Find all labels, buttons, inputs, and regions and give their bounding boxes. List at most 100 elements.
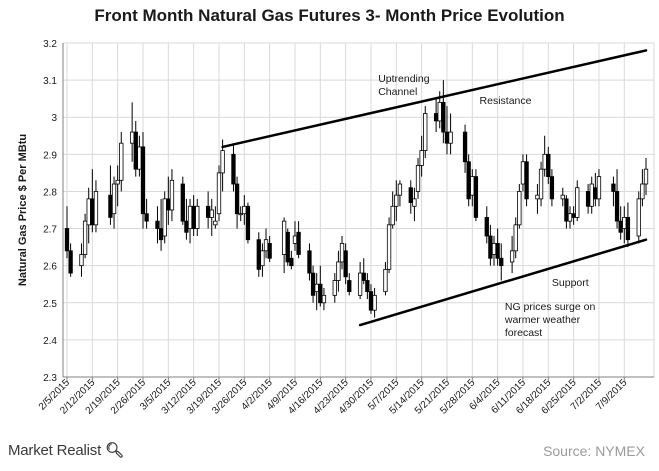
- candle: [549, 169, 555, 207]
- candle-body-up: [336, 261, 341, 281]
- candle-body-up: [115, 179, 120, 185]
- annotation-uptrending-channel: Uptrending Channel: [378, 73, 430, 98]
- y-tick-label: 2.4: [43, 336, 57, 347]
- candle: [155, 206, 160, 244]
- y-tick-label: 2.6: [43, 262, 57, 273]
- brand-name: Market Realist: [8, 442, 102, 459]
- candle: [111, 176, 117, 229]
- candle: [245, 202, 251, 244]
- magnifier-q-icon: 🔍︎: [105, 442, 124, 459]
- support-trendline: [358, 238, 648, 327]
- candle-body-up: [520, 161, 526, 185]
- candle-body-down: [499, 257, 504, 267]
- candle: [361, 258, 366, 285]
- candle-body-up: [470, 176, 475, 196]
- candle-body-up: [419, 150, 424, 166]
- candle: [216, 165, 222, 222]
- candle-body-up: [332, 280, 337, 296]
- candle: [390, 191, 395, 229]
- candle: [213, 206, 218, 229]
- annotations: Uptrending Channel Resistance Support NG pri…: [378, 73, 595, 339]
- y-tick-label: 3: [51, 113, 57, 124]
- candle: [133, 120, 138, 177]
- candle-body-up: [119, 142, 124, 181]
- candle: [567, 206, 573, 229]
- candle: [289, 250, 294, 270]
- candle-body-down: [347, 280, 352, 293]
- candle: [560, 187, 565, 207]
- candle-body-up: [242, 205, 247, 215]
- candle-body-up: [575, 187, 580, 218]
- candle: [513, 217, 518, 259]
- candle-body-up: [517, 191, 522, 226]
- candle: [383, 261, 388, 296]
- candle-body-down: [433, 113, 439, 122]
- candle-body-down: [444, 131, 450, 144]
- candle: [242, 195, 247, 225]
- candle: [260, 243, 265, 277]
- candle: [415, 158, 421, 199]
- candle-body-up: [397, 183, 403, 196]
- candle: [575, 180, 580, 222]
- candle: [318, 265, 323, 307]
- candle-body-down: [441, 101, 446, 133]
- candle-body-down: [191, 205, 196, 229]
- candle: [332, 273, 337, 303]
- candle-body-up: [292, 235, 298, 244]
- candle: [625, 202, 631, 248]
- candle: [137, 135, 142, 177]
- candle-body-up: [86, 198, 91, 226]
- candle: [195, 198, 200, 236]
- candle: [166, 176, 171, 225]
- candle-body-up: [383, 268, 388, 293]
- candle-body-up: [111, 183, 117, 215]
- candle-body-up: [187, 205, 193, 229]
- candle: [129, 102, 135, 162]
- annotation-support: Support: [552, 277, 589, 289]
- candle-body-up: [137, 146, 142, 170]
- candle-body-up: [640, 183, 645, 200]
- source-note: Source: NYMEX: [543, 443, 645, 459]
- candle: [231, 143, 236, 192]
- annotation-line: NG prices surge on: [505, 301, 596, 313]
- candle-body-up: [535, 194, 540, 200]
- candle: [636, 191, 641, 244]
- candle-body-up: [437, 101, 442, 122]
- annotation-line: Uptrending: [378, 73, 430, 85]
- candle-body-up: [412, 198, 417, 207]
- candle-body-up: [386, 224, 392, 270]
- candle-body-up: [339, 242, 345, 263]
- candle-body-up: [372, 294, 377, 311]
- candle: [336, 250, 341, 292]
- candle-body-down: [564, 198, 569, 222]
- candle: [495, 228, 500, 266]
- annotation-line: Support: [552, 277, 589, 289]
- chart-title: Front Month Natural Gas Futures 3- Month…: [94, 6, 565, 25]
- candle-body-down: [466, 161, 471, 200]
- candle: [90, 169, 95, 233]
- candle-body-down: [611, 183, 616, 192]
- candle: [473, 169, 479, 222]
- candle-body-down: [289, 257, 294, 267]
- candle-body-up: [216, 172, 222, 215]
- candle-body-up: [622, 217, 627, 229]
- candle-body-down: [245, 205, 251, 241]
- annotation-line: Resistance: [480, 95, 532, 107]
- annotation-resistance: Resistance: [480, 95, 532, 107]
- candle: [64, 206, 70, 259]
- resistance-trendline: [221, 49, 648, 149]
- candle: [234, 176, 240, 229]
- candle-body-down: [267, 242, 272, 259]
- candle: [368, 284, 374, 314]
- candle: [538, 161, 544, 207]
- candle-body-down: [90, 198, 95, 226]
- candle: [585, 184, 591, 214]
- annotation-line: forecast: [505, 327, 542, 339]
- candle: [357, 261, 363, 300]
- candle: [448, 113, 453, 155]
- y-tick-label: 3.2: [43, 39, 57, 50]
- candle-body-up: [263, 239, 269, 252]
- candle: [82, 213, 88, 259]
- y-axis-label: Natural Gas Price $ Per MBtu: [17, 134, 29, 286]
- candle: [611, 176, 616, 207]
